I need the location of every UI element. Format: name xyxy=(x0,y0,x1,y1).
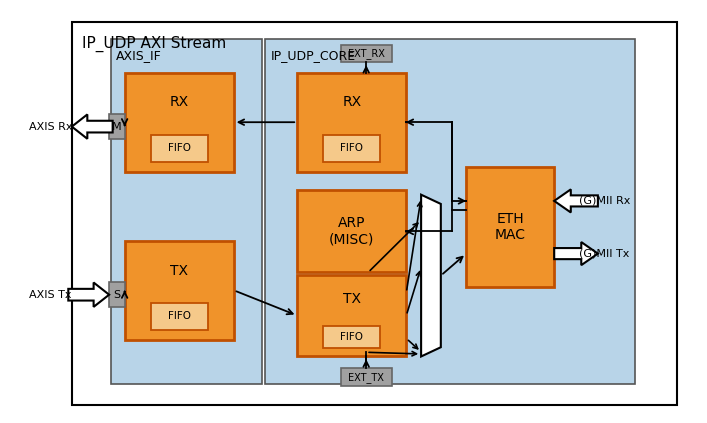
Text: FIFO: FIFO xyxy=(340,332,363,342)
Text: FIFO: FIFO xyxy=(168,311,191,321)
Text: EXT_RX: EXT_RX xyxy=(348,48,385,59)
FancyBboxPatch shape xyxy=(109,282,124,308)
Text: RX: RX xyxy=(342,96,361,110)
Polygon shape xyxy=(554,190,598,212)
Text: AXIS Rx: AXIS Rx xyxy=(29,122,72,132)
FancyBboxPatch shape xyxy=(297,275,407,357)
Text: M: M xyxy=(112,122,122,132)
Text: IP_UDP_CORE: IP_UDP_CORE xyxy=(271,49,356,62)
Polygon shape xyxy=(421,195,441,357)
FancyBboxPatch shape xyxy=(341,45,392,62)
FancyBboxPatch shape xyxy=(323,326,380,348)
FancyBboxPatch shape xyxy=(297,190,407,272)
Polygon shape xyxy=(554,242,598,265)
FancyBboxPatch shape xyxy=(265,39,635,384)
Polygon shape xyxy=(69,283,109,307)
Text: EXT_TX: EXT_TX xyxy=(349,372,384,382)
Text: ARP
(MISC): ARP (MISC) xyxy=(329,216,375,247)
FancyBboxPatch shape xyxy=(466,168,554,287)
FancyBboxPatch shape xyxy=(323,135,380,162)
FancyBboxPatch shape xyxy=(124,241,234,340)
Text: FIFO: FIFO xyxy=(340,143,363,154)
FancyBboxPatch shape xyxy=(151,135,208,162)
FancyBboxPatch shape xyxy=(72,22,677,405)
Text: (G)MII Tx: (G)MII Tx xyxy=(579,249,629,258)
Text: TX: TX xyxy=(343,292,361,306)
FancyBboxPatch shape xyxy=(124,73,234,172)
Polygon shape xyxy=(72,115,112,139)
Text: ETH
MAC: ETH MAC xyxy=(495,212,526,242)
Text: FIFO: FIFO xyxy=(168,143,191,154)
FancyBboxPatch shape xyxy=(110,39,262,384)
FancyBboxPatch shape xyxy=(341,368,392,386)
Text: AXIS Tx: AXIS Tx xyxy=(30,290,72,300)
FancyBboxPatch shape xyxy=(151,303,208,330)
Text: TX: TX xyxy=(170,264,188,277)
FancyBboxPatch shape xyxy=(297,73,407,172)
FancyBboxPatch shape xyxy=(109,114,124,139)
Text: S: S xyxy=(113,290,120,300)
Text: (G)MII Rx: (G)MII Rx xyxy=(579,196,630,206)
Text: RX: RX xyxy=(170,96,189,110)
Text: IP_UDP AXI Stream: IP_UDP AXI Stream xyxy=(83,35,227,52)
Text: AXIS_IF: AXIS_IF xyxy=(116,49,162,62)
